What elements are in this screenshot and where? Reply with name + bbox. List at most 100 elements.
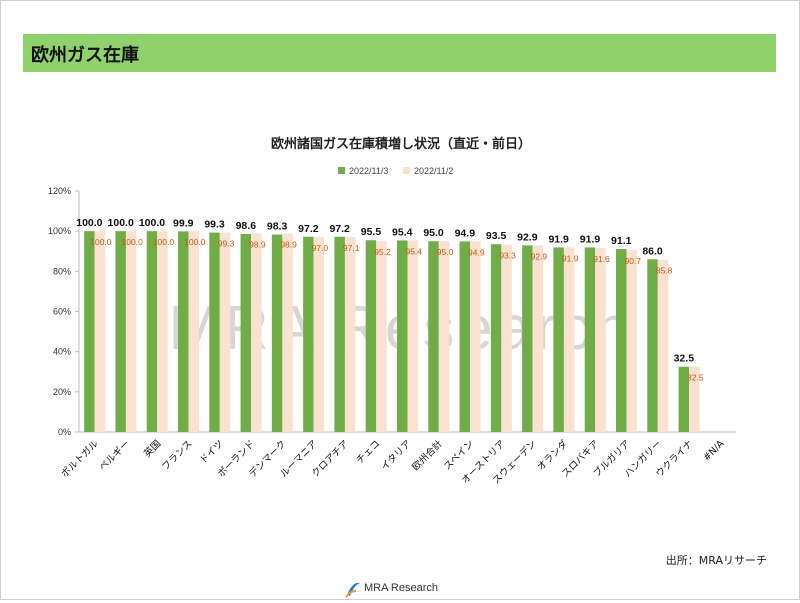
data-label-current: 99.3 xyxy=(204,219,225,231)
data-label-current: 100.0 xyxy=(139,217,165,229)
data-label-current: 91.1 xyxy=(611,235,632,247)
bar-current xyxy=(115,231,126,432)
legend-swatch-current xyxy=(338,167,345,174)
data-label-current: 86.0 xyxy=(642,245,663,257)
bar-previous xyxy=(532,245,544,432)
bar-current xyxy=(303,236,314,432)
data-label-current: 97.2 xyxy=(329,223,350,235)
data-label-current: 100.0 xyxy=(108,217,134,229)
y-tick-label: 80% xyxy=(53,266,71,276)
bar-previous xyxy=(407,240,418,432)
bar-current xyxy=(146,231,158,432)
data-label-previous: 100.0 xyxy=(153,237,175,247)
mra-logo-icon xyxy=(345,582,360,598)
bar-current xyxy=(84,231,95,432)
bar-current xyxy=(647,259,658,432)
category-label: フランス xyxy=(160,438,195,473)
legend: 2022/11/3 2022/11/2 xyxy=(338,166,453,176)
data-label-current: 97.2 xyxy=(298,223,319,235)
data-label-previous: 91.9 xyxy=(562,253,579,263)
category-label: イタリア xyxy=(379,438,413,472)
data-label-previous: 97.1 xyxy=(343,243,360,253)
bar-previous xyxy=(563,247,575,432)
y-tick-label: 40% xyxy=(53,347,71,357)
bar-current xyxy=(428,241,439,432)
bar-previous xyxy=(251,233,262,432)
category-label: ベルギー xyxy=(97,438,132,473)
y-tick-label: 0% xyxy=(58,427,71,437)
category-label: 英国 xyxy=(141,438,163,460)
y-tick-label: 60% xyxy=(53,307,71,317)
legend-swatch-previous xyxy=(403,167,410,174)
bar-previous xyxy=(595,248,606,432)
bar-previous xyxy=(470,241,481,432)
bar-current xyxy=(553,247,564,432)
bar-current xyxy=(522,245,533,432)
logo: MRA Research xyxy=(344,579,454,599)
data-label-previous: 95.0 xyxy=(437,247,454,257)
y-tick-label: 20% xyxy=(53,387,71,397)
category-label: チェコ xyxy=(354,438,382,466)
data-label-current: 91.9 xyxy=(580,233,601,245)
data-label-previous: 99.3 xyxy=(218,239,235,249)
category-label: ポルトガル xyxy=(59,438,101,480)
category-label: ドイツ xyxy=(198,438,226,466)
y-tick-label: 100% xyxy=(48,226,71,236)
bar-current xyxy=(490,244,502,432)
bar-previous xyxy=(219,232,231,432)
data-label-previous: 93.3 xyxy=(499,251,516,261)
data-label-previous: 98.9 xyxy=(249,239,266,249)
data-label-current: 94.9 xyxy=(455,227,476,239)
bar-previous xyxy=(376,240,387,432)
data-label-previous: 97.0 xyxy=(312,243,329,253)
bar-current xyxy=(678,366,690,432)
logo-text: MRA Research xyxy=(364,582,438,594)
bar-current xyxy=(178,231,189,432)
bar-previous xyxy=(94,231,106,432)
legend-label-current: 2022/11/3 xyxy=(349,166,388,176)
bar-current xyxy=(616,249,627,432)
bar-current xyxy=(365,240,377,432)
bar-previous xyxy=(282,233,293,432)
bar-previous xyxy=(125,231,137,432)
page-title: 欧州ガス在庫 xyxy=(31,45,139,66)
bar-previous xyxy=(626,249,637,432)
data-label-current: 98.6 xyxy=(236,220,257,232)
data-label-previous: 98.9 xyxy=(280,239,297,249)
data-label-current: 93.5 xyxy=(486,230,507,242)
data-label-previous: 100.0 xyxy=(184,237,206,247)
data-label-current: 32.5 xyxy=(674,353,695,365)
data-label-previous: 91.6 xyxy=(593,254,610,264)
data-label-current: 95.0 xyxy=(423,227,444,239)
data-label-previous: 85.8 xyxy=(656,266,673,276)
data-label-previous: 32.5 xyxy=(687,373,704,383)
data-label-current: 99.9 xyxy=(173,217,194,229)
bar-current xyxy=(240,233,252,432)
data-label-previous: 100.0 xyxy=(90,237,112,247)
bar-previous xyxy=(657,259,669,432)
header-bar: 欧州ガス在庫 xyxy=(23,34,776,72)
bar-current xyxy=(459,241,471,432)
bar-previous xyxy=(188,231,199,432)
bar-current xyxy=(271,234,283,432)
legend-label-previous: 2022/11/2 xyxy=(414,166,453,176)
bar-current xyxy=(209,232,220,432)
bar-previous xyxy=(313,237,325,432)
data-label-previous: 100.0 xyxy=(122,237,144,247)
bar-current xyxy=(334,236,345,432)
data-label-previous: 94.9 xyxy=(468,247,485,257)
data-label-previous: 95.4 xyxy=(405,246,422,256)
data-label-current: 95.5 xyxy=(361,226,382,238)
data-label-current: 100.0 xyxy=(76,217,102,229)
data-label-current: 98.3 xyxy=(267,221,288,233)
data-label-previous: 95.2 xyxy=(374,247,391,257)
y-tick-label: 120% xyxy=(48,186,71,196)
category-label: #N/A xyxy=(701,438,727,464)
data-label-current: 92.9 xyxy=(517,231,538,243)
data-label-current: 95.4 xyxy=(392,226,413,238)
bar-current xyxy=(397,240,408,432)
bar-current xyxy=(584,247,596,432)
chart-title: 欧州諸国ガス在庫積増し状況（直近・前日） xyxy=(271,136,531,152)
